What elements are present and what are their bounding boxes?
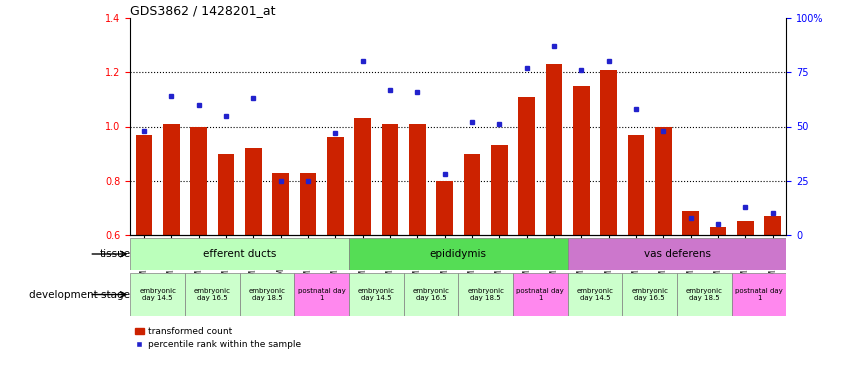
- Bar: [655, 126, 671, 235]
- Bar: [218, 154, 234, 235]
- Bar: [737, 222, 754, 235]
- Bar: [163, 124, 179, 235]
- Bar: [573, 86, 590, 235]
- Bar: [491, 146, 507, 235]
- Text: postnatal day
1: postnatal day 1: [735, 288, 783, 301]
- Bar: [272, 173, 288, 235]
- Text: development stage: development stage: [29, 290, 130, 300]
- Bar: [677, 273, 732, 316]
- Text: epididymis: epididymis: [430, 249, 487, 259]
- Bar: [294, 273, 349, 316]
- Text: postnatal day
1: postnatal day 1: [516, 288, 564, 301]
- Text: tissue: tissue: [99, 249, 130, 259]
- Bar: [349, 238, 568, 270]
- Bar: [135, 135, 152, 235]
- Bar: [764, 216, 780, 235]
- Bar: [546, 64, 562, 235]
- Bar: [732, 273, 786, 316]
- Bar: [436, 181, 452, 235]
- Text: postnatal day
1: postnatal day 1: [298, 288, 346, 301]
- Bar: [622, 273, 677, 316]
- Bar: [458, 273, 513, 316]
- Text: GDS3862 / 1428201_at: GDS3862 / 1428201_at: [130, 4, 276, 17]
- Bar: [190, 126, 207, 235]
- Bar: [185, 273, 240, 316]
- Legend: transformed count, percentile rank within the sample: transformed count, percentile rank withi…: [135, 327, 300, 349]
- Text: embryonic
day 18.5: embryonic day 18.5: [686, 288, 722, 301]
- Bar: [240, 273, 294, 316]
- Bar: [463, 154, 480, 235]
- Bar: [682, 210, 699, 235]
- Bar: [627, 135, 644, 235]
- Text: embryonic
day 18.5: embryonic day 18.5: [249, 288, 285, 301]
- Bar: [245, 148, 262, 235]
- Text: efferent ducts: efferent ducts: [203, 249, 277, 259]
- Bar: [382, 124, 398, 235]
- Bar: [568, 273, 622, 316]
- Bar: [130, 273, 185, 316]
- Bar: [518, 97, 535, 235]
- Text: embryonic
day 14.5: embryonic day 14.5: [358, 288, 394, 301]
- Text: embryonic
day 18.5: embryonic day 18.5: [468, 288, 504, 301]
- Text: embryonic
day 16.5: embryonic day 16.5: [632, 288, 668, 301]
- Bar: [513, 273, 568, 316]
- Text: embryonic
day 16.5: embryonic day 16.5: [194, 288, 230, 301]
- Text: embryonic
day 14.5: embryonic day 14.5: [140, 288, 176, 301]
- Bar: [710, 227, 726, 235]
- Bar: [600, 70, 616, 235]
- Bar: [327, 137, 343, 235]
- Bar: [130, 238, 349, 270]
- Bar: [409, 124, 426, 235]
- Bar: [349, 273, 404, 316]
- Text: embryonic
day 16.5: embryonic day 16.5: [413, 288, 449, 301]
- Bar: [299, 173, 316, 235]
- Text: vas deferens: vas deferens: [643, 249, 711, 259]
- Bar: [354, 118, 371, 235]
- Text: embryonic
day 14.5: embryonic day 14.5: [577, 288, 613, 301]
- Bar: [404, 273, 458, 316]
- Bar: [568, 238, 786, 270]
